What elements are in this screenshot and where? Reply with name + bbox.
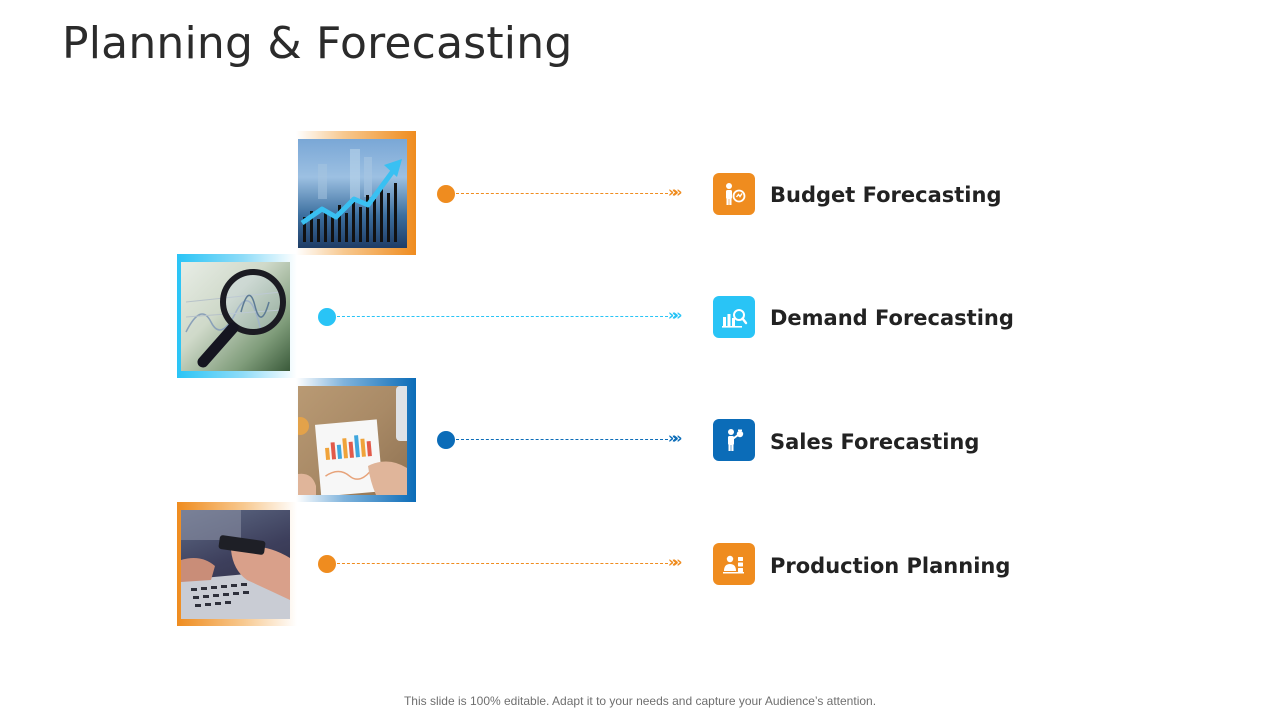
- chevrons-icon: »»: [668, 553, 683, 571]
- timeline-dot: [318, 555, 336, 573]
- sales-photo-frame: [296, 378, 416, 502]
- list-item-budget: »» Budget Forecasting: [0, 131, 1280, 257]
- person-presenting-icon: [713, 419, 755, 461]
- demand-photo-frame: [177, 254, 297, 378]
- chart-magnifier-icon: [713, 296, 755, 338]
- list-item-sales: »» Sales Forecasting: [0, 378, 1280, 504]
- chevrons-icon: »»: [668, 429, 683, 447]
- worker-boxes-icon: [713, 543, 755, 585]
- timeline-dot: [318, 308, 336, 326]
- budget-photo-frame: [296, 131, 416, 255]
- production-photo-frame: [177, 502, 297, 626]
- chevrons-icon: »»: [668, 183, 683, 201]
- laptop-phone-image: [181, 510, 290, 619]
- list-item-production: »» Production Planning: [0, 502, 1280, 628]
- chevrons-icon: »»: [668, 306, 683, 324]
- page-title: Planning & Forecasting: [62, 18, 573, 69]
- dashed-connector: [456, 193, 668, 194]
- timeline-dot: [437, 431, 455, 449]
- timeline-dot: [437, 185, 455, 203]
- person-chart-icon: [713, 173, 755, 215]
- footer-note: This slide is 100% editable. Adapt it to…: [403, 694, 877, 708]
- item-label: Sales Forecasting: [770, 430, 980, 454]
- item-label: Production Planning: [770, 554, 1011, 578]
- magnifier-image: [181, 262, 290, 371]
- dashed-connector: [337, 316, 668, 317]
- item-label: Demand Forecasting: [770, 306, 1014, 330]
- dashed-connector: [456, 439, 668, 440]
- dashed-connector: [337, 563, 668, 564]
- growth-chart-image: [298, 139, 407, 248]
- sales-report-image: [298, 386, 407, 495]
- item-label: Budget Forecasting: [770, 183, 1002, 207]
- list-item-demand: »» Demand Forecasting: [0, 254, 1280, 380]
